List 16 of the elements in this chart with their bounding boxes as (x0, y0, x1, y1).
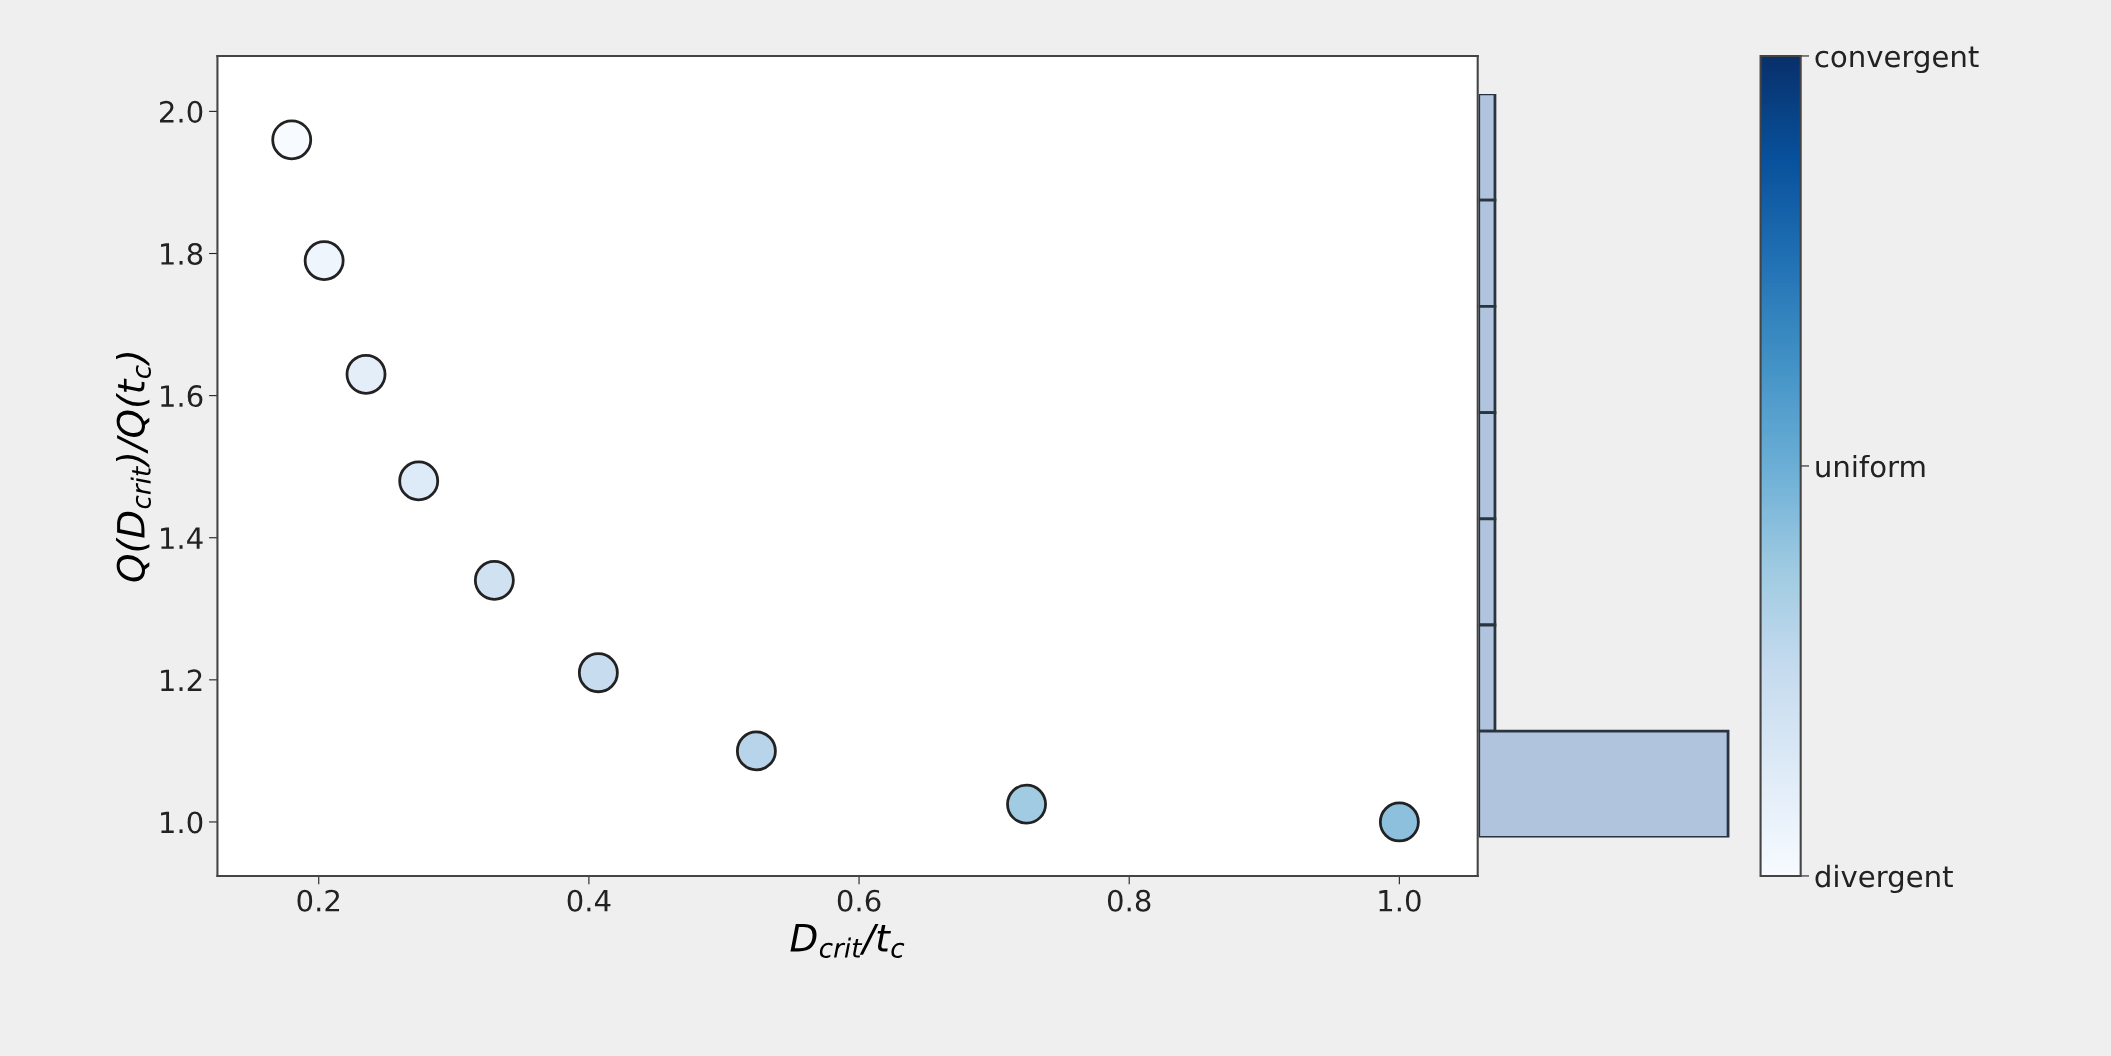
x-tick-label: 0.8 (1107, 889, 1151, 912)
y-tick-label: 1.4 (161, 527, 203, 549)
x-tick-label: 0.4 (567, 889, 611, 912)
y-tick-label: 2.0 (159, 100, 203, 123)
y-tick-label: 1.8 (161, 242, 203, 265)
y-tick-label: 1.2 (161, 669, 202, 691)
color-bar-label: uniform (1816, 454, 1925, 478)
color-bar-label: convergent (1815, 46, 1979, 74)
y-axis-title: Q(D$_{crit}$)/Q(t$_{c}$) (116, 353, 151, 582)
x-tick-label: 0.2 (297, 889, 340, 912)
x-tick-label: 1.0 (1379, 889, 1421, 912)
y-tick-label: 1.0 (161, 811, 203, 834)
x-tick-label: 0.6 (837, 889, 881, 912)
color-bar-label: divergent (1815, 864, 1953, 894)
x-axis-title: D$_{crit}$/t$_{c}$ (790, 924, 905, 958)
y-tick-label: 1.6 (161, 385, 203, 408)
